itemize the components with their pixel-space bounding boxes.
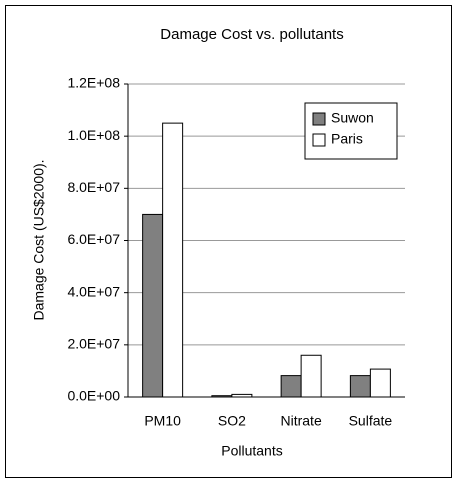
legend-swatch (312, 112, 326, 126)
y-tick-label: 8.0E+07 (67, 179, 120, 195)
y-tick-label: 0.0E+00 (67, 388, 120, 404)
bar (300, 354, 322, 398)
bar (162, 122, 184, 398)
bar (231, 393, 253, 398)
legend-box (304, 102, 398, 160)
x-tick-label: PM10 (144, 413, 181, 429)
x-tick-label: Sulfate (349, 413, 393, 429)
x-tick-label: Nitrate (281, 413, 322, 429)
y-tick-label: 6.0E+07 (67, 231, 120, 247)
bar (349, 375, 371, 398)
y-tick-label: 1.0E+08 (67, 127, 120, 143)
legend-label: Paris (331, 131, 363, 147)
bar (369, 368, 391, 398)
legend-swatch (312, 133, 326, 147)
bar (142, 213, 164, 398)
bar (211, 395, 233, 398)
y-tick-label: 4.0E+07 (67, 283, 120, 299)
x-axis-label: Pollutants (221, 443, 282, 459)
y-tick-label: 1.2E+08 (67, 75, 120, 91)
legend-label: Suwon (331, 110, 374, 126)
chart-title: Damage Cost vs. pollutants (160, 26, 343, 43)
bar (280, 375, 302, 398)
y-axis-label: Damage Cost (US$2000). (31, 159, 47, 320)
x-tick-label: SO2 (218, 413, 246, 429)
y-tick-label: 2.0E+07 (67, 336, 120, 352)
